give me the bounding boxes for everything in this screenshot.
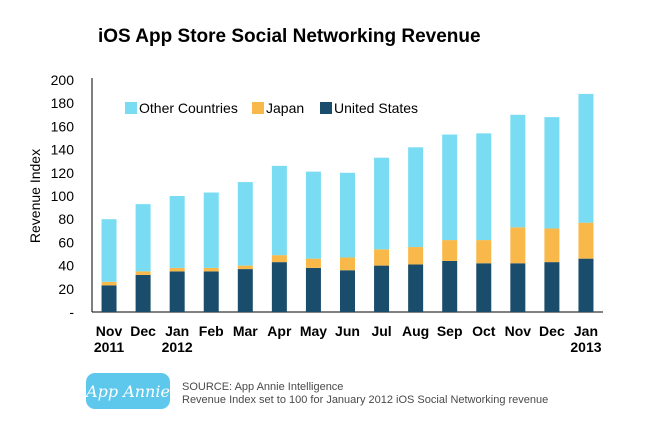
bar-japan	[510, 227, 526, 264]
bar-united-states	[442, 260, 458, 312]
y-tick-label: 40	[58, 258, 74, 274]
y-axis-label: Revenue Index	[27, 149, 43, 243]
x-tick-label: Dec	[130, 323, 156, 339]
bar-other-countries	[374, 157, 390, 250]
bar-japan	[101, 281, 117, 286]
y-tick-label: 120	[51, 165, 75, 181]
y-tick-label: 180	[51, 95, 75, 111]
bar-other-countries	[101, 219, 117, 282]
x-tick-label: 2011	[94, 339, 125, 355]
y-tick-label: 20	[58, 281, 74, 297]
bar-japan	[408, 247, 424, 265]
y-tick-label: 80	[58, 211, 74, 227]
bar-japan	[374, 249, 390, 266]
y-tick-label: 140	[51, 142, 75, 158]
x-tick-label: Dec	[539, 323, 565, 339]
app-annie-logo: App Annie	[86, 373, 170, 409]
bar-other-countries	[476, 133, 492, 241]
x-tick-label: Jul	[371, 323, 391, 339]
bar-united-states	[374, 265, 390, 312]
y-tick-label: 200	[51, 72, 75, 88]
y-tick-label: 160	[51, 118, 75, 134]
bar-japan	[476, 240, 492, 264]
legend-label: Other Countries	[139, 100, 238, 116]
x-tick-label: Nov	[96, 323, 123, 339]
bar-japan	[305, 258, 321, 268]
bar-japan	[237, 265, 253, 270]
bar-united-states	[408, 264, 424, 312]
bar-united-states	[203, 271, 219, 312]
logo-text: App Annie	[86, 381, 170, 401]
y-tick-label: -	[69, 304, 74, 320]
bar-japan	[578, 222, 594, 259]
bar-japan	[169, 267, 185, 272]
bar-other-countries	[135, 204, 151, 272]
bar-other-countries	[442, 134, 458, 241]
bar-japan	[340, 257, 355, 271]
x-tick-label: Mar	[233, 323, 258, 339]
bar-united-states	[476, 263, 492, 312]
x-tick-label: Apr	[267, 323, 292, 339]
x-tick-label: Jan	[165, 323, 189, 339]
bar-other-countries	[305, 171, 321, 259]
y-tick-label: 100	[51, 188, 75, 204]
legend-label: Japan	[266, 100, 304, 116]
x-tick-label: Oct	[472, 323, 496, 339]
bar-united-states	[544, 262, 560, 312]
x-tick-label: Nov	[505, 323, 532, 339]
bar-other-countries	[340, 172, 355, 258]
bar-united-states	[169, 271, 185, 312]
legend-label: United States	[334, 100, 418, 116]
x-tick-label: Sep	[437, 323, 463, 339]
bar-united-states	[135, 274, 151, 312]
bar-japan	[544, 228, 560, 263]
x-tick-label: 2013	[570, 339, 601, 355]
bar-united-states	[340, 270, 355, 312]
chart-title: iOS App Store Social Networking Revenue	[98, 26, 481, 47]
x-tick-label: 2012	[162, 339, 193, 355]
source-line: SOURCE: App Annie Intelligence	[182, 381, 344, 393]
x-tick-label: Jan	[574, 323, 598, 339]
bar-united-states	[237, 269, 253, 312]
bar-united-states	[271, 262, 287, 312]
x-tick-label: Jun	[335, 323, 360, 339]
bar-japan	[135, 271, 151, 275]
source-note: SOURCE: App Annie Intelligence Revenue I…	[182, 381, 548, 407]
bar-other-countries	[578, 93, 594, 223]
legend-swatch	[252, 102, 264, 114]
x-tick-label: Feb	[199, 323, 224, 339]
bar-other-countries	[544, 117, 560, 229]
bar-other-countries	[169, 196, 185, 268]
bar-united-states	[578, 258, 594, 312]
source-footnote: Revenue Index set to 100 for January 201…	[182, 394, 549, 406]
bar-other-countries	[510, 114, 526, 228]
x-tick-label: Aug	[402, 323, 429, 339]
bar-united-states	[101, 285, 117, 312]
bar-other-countries	[408, 147, 424, 248]
x-tick-label: May	[300, 323, 327, 339]
bar-other-countries	[271, 165, 287, 256]
bar-other-countries	[203, 192, 219, 268]
legend-swatch	[320, 102, 332, 114]
bar-japan	[442, 240, 458, 261]
bar-japan	[203, 267, 219, 272]
bar-united-states	[510, 263, 526, 312]
bar-other-countries	[237, 182, 253, 266]
bar-japan	[271, 255, 287, 263]
bar-united-states	[305, 267, 321, 312]
legend-swatch	[125, 102, 137, 114]
y-tick-label: 60	[58, 234, 74, 250]
